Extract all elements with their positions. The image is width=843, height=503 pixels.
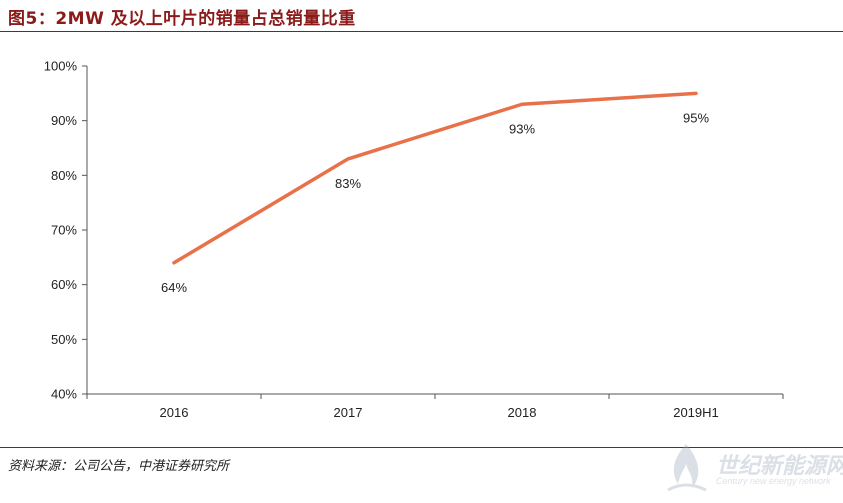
y-tick-label: 90% bbox=[51, 113, 77, 128]
x-tick-label: 2018 bbox=[508, 405, 537, 420]
data-point bbox=[694, 91, 698, 95]
data-point bbox=[346, 157, 350, 161]
y-tick-label: 80% bbox=[51, 168, 77, 183]
y-tick-label: 100% bbox=[44, 59, 78, 74]
flame-logo-icon bbox=[667, 444, 707, 492]
series-group bbox=[172, 91, 698, 265]
watermark-text: 世纪新能源网 bbox=[716, 454, 843, 479]
series-line bbox=[172, 91, 698, 265]
data-point bbox=[520, 102, 524, 106]
x-tick-label: 2019H1 bbox=[673, 405, 719, 420]
source-note: 资料来源：公司公告，中港证券研究所 bbox=[8, 459, 230, 474]
chart-axes bbox=[86, 66, 783, 395]
y-tick-label: 50% bbox=[51, 332, 77, 347]
x-tick-label: 2017 bbox=[334, 405, 363, 420]
y-axis-ticks: 40% 50% 60% 70% 80% 90% 100% bbox=[44, 59, 87, 402]
data-label: 93% bbox=[509, 121, 535, 136]
y-tick-label: 40% bbox=[51, 387, 77, 402]
data-label: 95% bbox=[683, 110, 709, 125]
watermark: 世纪新能源网 Century new energy network bbox=[660, 440, 843, 498]
bottom-divider bbox=[0, 447, 843, 448]
data-point bbox=[172, 261, 176, 265]
x-axis-ticks: 2016 2017 2018 2019H1 bbox=[86, 394, 784, 420]
data-label: 83% bbox=[335, 176, 361, 191]
data-labels: 64% 83% 93% 95% bbox=[161, 110, 709, 294]
top-divider bbox=[0, 31, 843, 32]
chart-title: 图5：2MW 及以上叶片的销量占总销量比重 bbox=[8, 9, 356, 29]
data-label: 64% bbox=[161, 280, 187, 295]
watermark-subtext: Century new energy network bbox=[716, 476, 831, 486]
x-tick-label: 2016 bbox=[160, 405, 189, 420]
line-chart: 40% 50% 60% 70% 80% 90% 100% 2016 2017 2018 2019H… bbox=[44, 59, 784, 420]
y-tick-label: 70% bbox=[51, 223, 77, 238]
y-tick-label: 60% bbox=[51, 277, 77, 292]
